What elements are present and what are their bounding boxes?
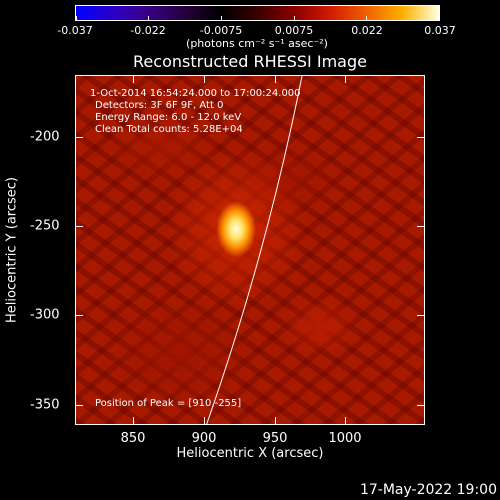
- y-tick-label: -250: [30, 218, 60, 234]
- y-tick: [75, 226, 83, 227]
- colorbar-tick: [148, 16, 149, 20]
- x-tick: [133, 75, 134, 83]
- timestamp: 17-May-2022 19:00: [359, 482, 497, 498]
- x-tick-label: 950: [262, 431, 288, 446]
- colorbar-tick: [76, 16, 77, 20]
- colorbar-units: (photons cm⁻² s⁻¹ asec⁻²): [186, 37, 328, 50]
- observation-time: 1-Oct-2014 16:54:24.000 to 17:00:24.000: [90, 88, 301, 99]
- solar-limb-line: [206, 76, 303, 424]
- y-tick: [417, 405, 425, 406]
- colorbar-label: 0.037: [424, 24, 456, 37]
- y-tick-label: -200: [30, 129, 60, 145]
- x-tick: [345, 75, 346, 83]
- x-tick: [345, 417, 346, 425]
- y-tick: [417, 226, 425, 227]
- x-tick: [275, 75, 276, 83]
- y-tick: [75, 137, 83, 138]
- y-tick: [75, 315, 83, 316]
- colorbar-label: -0.022: [130, 24, 166, 37]
- colorbar-tick: [221, 16, 222, 20]
- algorithm-counts-info: Clean Total counts: 5.28E+04: [95, 124, 243, 135]
- x-tick: [133, 417, 134, 425]
- peak-position: Position of Peak = [910,-255]: [95, 398, 242, 409]
- x-axis-title: Heliocentric X (arcsec): [176, 446, 324, 461]
- colorbar: [75, 5, 440, 21]
- colorbar-tick: [294, 16, 295, 20]
- x-tick-label: 900: [191, 431, 217, 446]
- colorbar-label: -0.0075: [199, 24, 243, 37]
- y-axis-title: Heliocentric Y (arcsec): [4, 177, 20, 323]
- colorbar-tick: [438, 16, 439, 20]
- detectors-info: Detectors: 3F 6F 9F, Att 0: [95, 100, 224, 111]
- colorbar-label: -0.037: [57, 24, 93, 37]
- y-tick: [417, 315, 425, 316]
- colorbar-label: 0.0075: [274, 24, 314, 37]
- x-tick: [275, 417, 276, 425]
- y-tick-label: -300: [30, 307, 60, 323]
- y-tick-label: -350: [30, 397, 60, 413]
- energy-range-info: Energy Range: 6.0 - 12.0 keV: [95, 112, 242, 123]
- x-tick-label: 850: [120, 431, 146, 446]
- colorbar-tick: [366, 16, 367, 20]
- x-tick-label: 1000: [328, 431, 362, 446]
- y-tick: [75, 405, 83, 406]
- y-tick: [417, 137, 425, 138]
- x-tick: [204, 75, 205, 83]
- x-tick: [204, 417, 205, 425]
- image-title: Reconstructed RHESSI Image: [133, 52, 367, 71]
- colorbar-label: 0.022: [351, 24, 383, 37]
- rhessi-image: 1-Oct-2014 16:54:24.000 to 17:00:24.000 …: [75, 75, 425, 425]
